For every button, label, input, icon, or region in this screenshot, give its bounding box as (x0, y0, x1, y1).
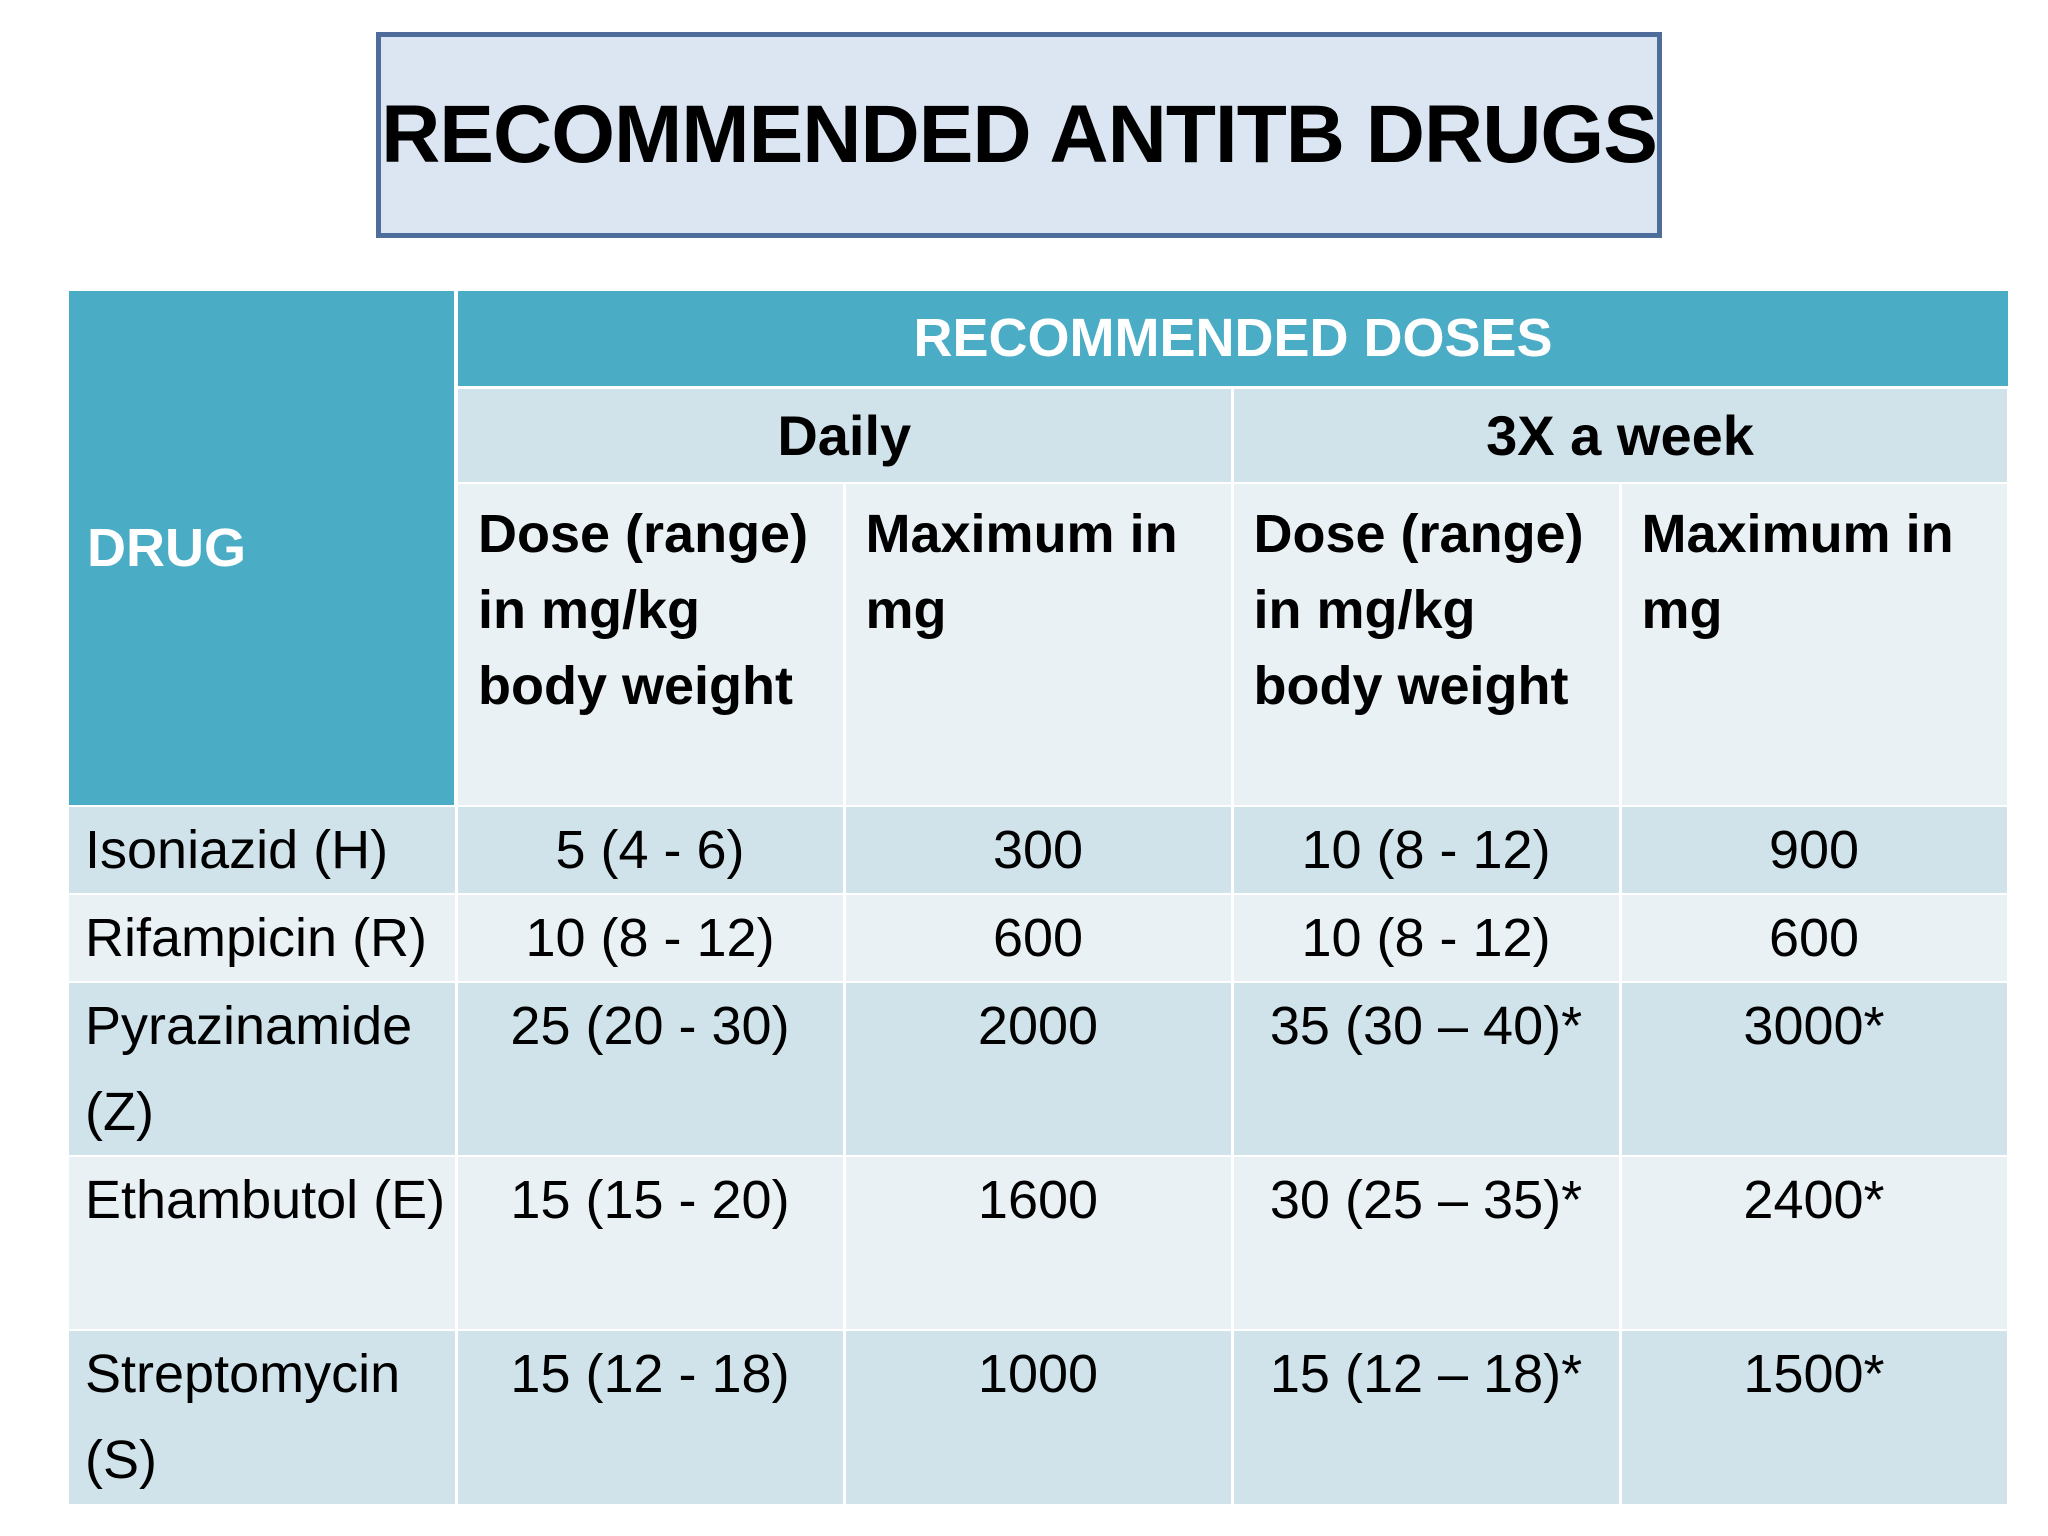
drug-name: Pyrazinamide (Z) (69, 981, 458, 1156)
table-row: Pyrazinamide (Z) 25 (20 - 30) 2000 35 (3… (69, 981, 2010, 1156)
weekly-dose-cell: 10 (8 - 12) (1232, 805, 1622, 894)
weekly-max-cell: 600 (1620, 893, 2010, 982)
drug-name: Rifampicin (R) (69, 893, 458, 982)
daily-max-header: Maximum in mg (844, 483, 1234, 806)
page-title: RECOMMENDED ANTITB DRUGS (381, 89, 1658, 180)
weekly-dose-cell: 10 (8 - 12) (1232, 893, 1622, 982)
drug-name: Ethambutol (E) (69, 1155, 458, 1330)
table-row: Isoniazid (H) 5 (4 - 6) 300 10 (8 - 12) … (69, 805, 2010, 894)
weekly-max-cell: 3000* (1620, 981, 2010, 1156)
weekly-dose-cell: 30 (25 – 35)* (1232, 1155, 1622, 1330)
daily-dose-cell: 10 (8 - 12) (456, 893, 846, 982)
weekly-max-cell: 1500* (1620, 1329, 2010, 1504)
table-row: Ethambutol (E) 15 (15 - 20) 1600 30 (25 … (69, 1155, 2010, 1330)
three-times-week-header: 3X a week (1232, 387, 2010, 484)
daily-dose-cell: 25 (20 - 30) (456, 981, 846, 1156)
title-box: RECOMMENDED ANTITB DRUGS (376, 32, 1662, 238)
daily-dose-cell: 5 (4 - 6) (456, 805, 846, 894)
daily-header: Daily (456, 387, 1234, 484)
daily-max-cell: 300 (844, 805, 1234, 894)
daily-dose-cell: 15 (12 - 18) (456, 1329, 846, 1504)
drug-name: Streptomycin (S) (69, 1329, 458, 1504)
daily-max-cell: 600 (844, 893, 1234, 982)
daily-max-cell: 2000 (844, 981, 1234, 1156)
weekly-max-cell: 900 (1620, 805, 2010, 894)
weekly-max-header: Maximum in mg (1620, 483, 2010, 806)
weekly-dose-header: Dose (range) in mg/kg body weight (1232, 483, 1622, 806)
daily-max-cell: 1000 (844, 1329, 1234, 1504)
daily-dose-cell: 15 (15 - 20) (456, 1155, 846, 1330)
weekly-dose-cell: 15 (12 – 18)* (1232, 1329, 1622, 1504)
drug-column-header: DRUG (69, 291, 458, 806)
table-row: Streptomycin (S) 15 (12 - 18) 1000 15 (1… (69, 1329, 2010, 1504)
table-row: Rifampicin (R) 10 (8 - 12) 600 10 (8 - 1… (69, 893, 2010, 982)
daily-dose-header: Dose (range) in mg/kg body weight (456, 483, 846, 806)
recommended-doses-header: RECOMMENDED DOSES (456, 291, 2008, 389)
daily-max-cell: 1600 (844, 1155, 1234, 1330)
dosage-table: DRUG RECOMMENDED DOSES Daily 3X a week D… (69, 291, 2010, 1504)
drug-name: Isoniazid (H) (69, 805, 458, 894)
weekly-dose-cell: 35 (30 – 40)* (1232, 981, 1622, 1156)
weekly-max-cell: 2400* (1620, 1155, 2010, 1330)
